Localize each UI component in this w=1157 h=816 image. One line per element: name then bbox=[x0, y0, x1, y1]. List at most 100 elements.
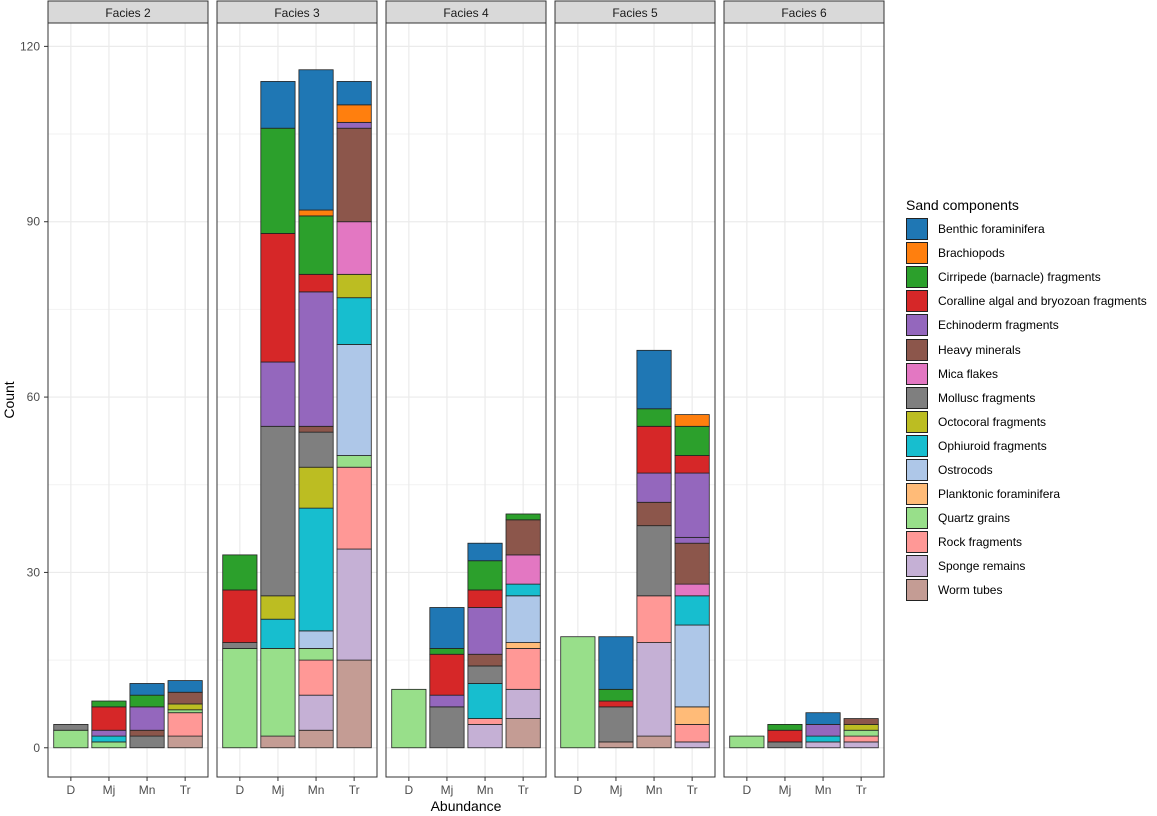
bar-facies-6-tr-octocoral-fragments bbox=[843, 723, 879, 731]
x-axis-title: Abundance bbox=[431, 798, 502, 814]
bar-facies-3-mj-mollusc-fragments bbox=[260, 425, 296, 597]
legend-swatch bbox=[906, 338, 928, 361]
panel-border-facies-3 bbox=[216, 22, 378, 778]
bar-facies-3-mn-coralline-algal-and-bryozoan-fragments bbox=[298, 273, 334, 293]
legend-swatch bbox=[906, 314, 928, 337]
bar-facies-6-tr-sponge-remains bbox=[843, 741, 879, 749]
x-tick-label-tr: Tr bbox=[180, 783, 191, 797]
bar-facies-3-mn-mollusc-fragments bbox=[298, 431, 334, 468]
bar-facies-4-mn-echinoderm-fragments bbox=[467, 607, 503, 655]
facet-title-facies-2: Facies 2 bbox=[105, 6, 151, 20]
bar-facies-5-mn-cirripede-barnacle-fragments bbox=[636, 408, 672, 427]
bar-facies-3-tr-ophiuroid-fragments bbox=[336, 297, 372, 345]
x-tick-label-mj: Mj bbox=[779, 783, 792, 797]
bar-facies-6-mn-benthic-foraminifera bbox=[805, 712, 841, 725]
legend-swatch bbox=[906, 483, 928, 506]
bar-facies-3-mj-quartz-grains bbox=[260, 648, 296, 737]
legend-item-coralline-algal-and-bryozoan-fragments: Coralline algal and bryozoan fragments bbox=[906, 289, 1147, 313]
legend-item-ophiuroid-fragments: Ophiuroid fragments bbox=[906, 434, 1147, 458]
y-tick-label-60: 60 bbox=[27, 390, 41, 404]
bar-facies-6-mj-coralline-algal-and-bryozoan-fragments bbox=[767, 729, 803, 743]
bar-facies-4-mn-heavy-minerals bbox=[467, 653, 503, 667]
legend-label: Cirripede (barnacle) fragments bbox=[938, 270, 1101, 285]
legend-title: Sand components bbox=[906, 197, 1019, 213]
legend-swatch bbox=[906, 434, 928, 457]
bar-facies-3-tr-benthic-foraminifera bbox=[336, 81, 372, 106]
legend-label: Octocoral fragments bbox=[938, 414, 1047, 429]
panel-bg-facies-2 bbox=[48, 23, 208, 777]
x-tick-label-tr: Tr bbox=[856, 783, 867, 797]
x-tick-label-mn: Mn bbox=[646, 783, 663, 797]
bar-facies-3-mj-coralline-algal-and-bryozoan-fragments bbox=[260, 233, 296, 363]
bar-facies-4-mn-coralline-algal-and-bryozoan-fragments bbox=[467, 589, 503, 608]
bar-facies-2-mj-coralline-algal-and-bryozoan-fragments bbox=[91, 706, 127, 731]
bar-facies-3-mn-echinoderm-fragments bbox=[298, 291, 334, 427]
bar-facies-3-mn-brachiopods bbox=[298, 209, 334, 217]
legend-item-octocoral-fragments: Octocoral fragments bbox=[906, 410, 1147, 434]
legend-swatch bbox=[906, 458, 928, 481]
bar-facies-5-mn-sponge-remains bbox=[636, 642, 672, 737]
bar-facies-3-mn-sponge-remains bbox=[298, 694, 334, 731]
bar-facies-2-mj-cirripede-barnacle-fragments bbox=[91, 700, 127, 708]
panel-border-facies-5 bbox=[554, 22, 716, 778]
x-tick-label-d: D bbox=[743, 783, 752, 797]
legend-item-mica-flakes: Mica flakes bbox=[906, 362, 1147, 386]
y-axis-title: Count bbox=[1, 381, 17, 418]
legend-swatch bbox=[906, 507, 928, 530]
bar-facies-3-tr-sponge-remains bbox=[336, 548, 372, 661]
legend-item-heavy-minerals: Heavy minerals bbox=[906, 337, 1147, 361]
panel-border-facies-6 bbox=[723, 22, 885, 778]
bar-facies-6-tr-quartz-grains bbox=[843, 729, 879, 737]
bar-facies-4-mj-benthic-foraminifera bbox=[429, 607, 465, 649]
bar-facies-2-tr-rock-fragments bbox=[167, 712, 203, 737]
legend-swatch bbox=[906, 242, 928, 265]
legend-label: Ostrocods bbox=[938, 462, 993, 477]
legend-swatch bbox=[906, 218, 928, 241]
bar-facies-2-tr-benthic-foraminifera bbox=[167, 680, 203, 693]
bar-facies-4-mn-benthic-foraminifera bbox=[467, 542, 503, 562]
bar-facies-5-d-quartz-grains bbox=[560, 636, 596, 749]
x-tick-label-d: D bbox=[236, 783, 245, 797]
legend-items: Benthic foraminifera Brachiopods Cirripede… bbox=[906, 217, 1147, 603]
bar-facies-3-d-coralline-algal-and-bryozoan-fragments bbox=[222, 589, 258, 643]
bar-facies-3-mn-ophiuroid-fragments bbox=[298, 507, 334, 632]
bar-facies-5-mj-cirripede-barnacle-fragments bbox=[598, 688, 634, 702]
bar-facies-4-mn-mollusc-fragments bbox=[467, 665, 503, 684]
bar-facies-5-mj-worm-tubes bbox=[598, 741, 634, 749]
y-tick-label-30: 30 bbox=[27, 565, 41, 579]
legend-label: Ophiuroid fragments bbox=[938, 438, 1047, 453]
bar-facies-5-mn-benthic-foraminifera bbox=[636, 349, 672, 410]
legend-label: Echinoderm fragments bbox=[938, 318, 1059, 333]
bar-facies-5-tr-sponge-remains bbox=[674, 741, 710, 749]
bar-facies-4-tr-mica-flakes bbox=[505, 554, 541, 585]
bar-facies-5-mn-mollusc-fragments bbox=[636, 525, 672, 597]
bar-facies-5-tr-mica-flakes bbox=[674, 583, 710, 597]
bar-facies-4-d-quartz-grains bbox=[391, 688, 427, 749]
x-tick-label-mn: Mn bbox=[139, 783, 156, 797]
bar-facies-4-mj-cirripede-barnacle-fragments bbox=[429, 648, 465, 655]
x-tick-label-mn: Mn bbox=[308, 783, 325, 797]
bar-facies-2-d-mollusc-fragments bbox=[53, 723, 89, 731]
legend-swatch bbox=[906, 410, 928, 433]
bar-facies-2-mn-mollusc-fragments bbox=[129, 735, 165, 749]
facet-title-facies-3: Facies 3 bbox=[274, 6, 320, 20]
legend-item-ostrocods: Ostrocods bbox=[906, 458, 1147, 482]
bar-facies-3-mn-benthic-foraminifera bbox=[298, 69, 334, 211]
bar-facies-4-tr-planktonic-foraminifera bbox=[505, 642, 541, 649]
bar-facies-3-mn-quartz-grains bbox=[298, 648, 334, 661]
legend-swatch bbox=[906, 555, 928, 578]
bar-facies-3-d-mollusc-fragments bbox=[222, 642, 258, 649]
legend-label: Mollusc fragments bbox=[938, 390, 1036, 405]
bar-facies-6-mj-cirripede-barnacle-fragments bbox=[767, 723, 803, 731]
bar-facies-6-tr-heavy-minerals bbox=[843, 718, 879, 725]
bar-facies-4-tr-rock-fragments bbox=[505, 648, 541, 690]
legend-item-quartz-grains: Quartz grains bbox=[906, 506, 1147, 530]
legend-label: Heavy minerals bbox=[938, 342, 1021, 357]
bar-facies-3-mn-worm-tubes bbox=[298, 729, 334, 749]
bar-facies-3-mj-ophiuroid-fragments bbox=[260, 618, 296, 649]
bar-facies-3-mj-cirripede-barnacle-fragments bbox=[260, 127, 296, 234]
legend-label: Mica flakes bbox=[938, 366, 999, 381]
bar-facies-6-mn-ophiuroid-fragments bbox=[805, 735, 841, 743]
bar-facies-3-mn-octocoral-fragments bbox=[298, 466, 334, 509]
